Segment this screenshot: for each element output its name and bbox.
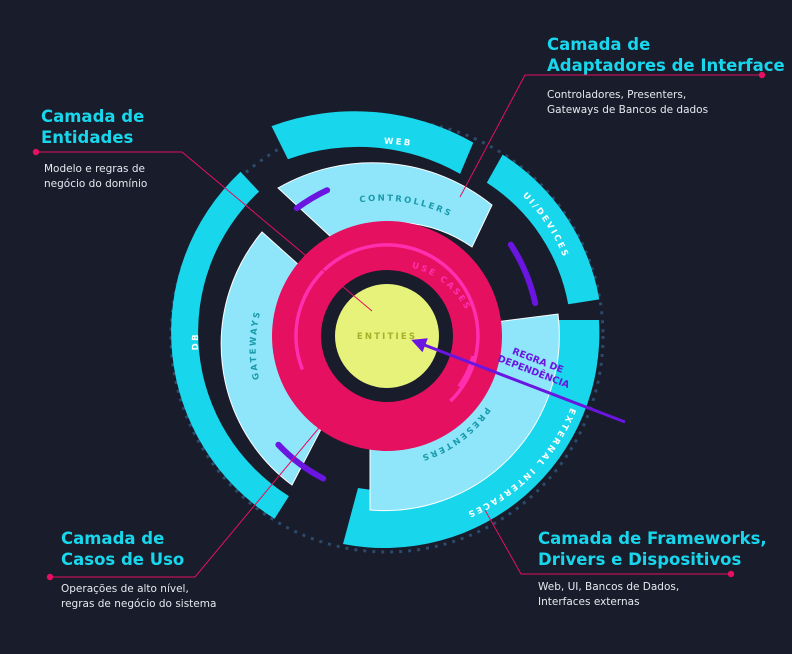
use-cases-title: Camada de Casos de Uso <box>61 528 184 570</box>
entities-title: Camada de Entidades <box>41 106 144 148</box>
interface-adapters-title: Camada de Adaptadores de Interface <box>547 34 785 76</box>
use-cases-title-line2: Casos de Uso <box>61 550 185 569</box>
frameworks-dot <box>727 570 735 578</box>
frameworks-description: Web, UI, Bancos de Dados, Interfaces ext… <box>538 580 679 610</box>
db-ring-label: DB <box>191 332 201 350</box>
entities-label: ENTITIES <box>357 332 417 342</box>
controllers-accent-arc <box>293 187 331 212</box>
entities-core <box>335 284 439 388</box>
frameworks-title-line2: Drivers e Dispositivos <box>538 550 742 569</box>
ui-devices-accent-arc <box>507 241 539 307</box>
interface-adapters-desc-line2: Gateways de Bancos de dados <box>547 104 709 116</box>
interface-adapters-desc-line1: Controladores, Presenters, <box>547 89 687 101</box>
entities-description: Modelo e regras de negócio do domínio <box>44 162 147 192</box>
entities-dot <box>32 148 40 156</box>
use-cases-dot <box>46 573 54 581</box>
web-ring-segment <box>271 111 474 174</box>
entities-title-line2: Entidades <box>41 128 134 147</box>
interface-adapters-description: Controladores, Presenters, Gateways de B… <box>547 88 708 118</box>
entities-leader <box>36 151 373 312</box>
frameworks-leader <box>484 509 731 575</box>
interface-adapters-leader <box>459 74 762 198</box>
interface-adapters-title-line1: Camada de <box>547 35 651 54</box>
use-cases-outer-arc <box>457 355 475 388</box>
entities-desc-line1: Modelo e regras de <box>44 163 145 175</box>
use-cases-description: Operações de alto nível, regras de negóc… <box>61 582 216 612</box>
frameworks-title: Camada de Frameworks, Drivers e Disposit… <box>538 528 767 570</box>
use-cases-desc-line2: regras de negócio do sistema <box>61 598 217 610</box>
frameworks-title-line1: Camada de Frameworks, <box>538 529 767 548</box>
db-ring-segment <box>171 171 289 519</box>
frameworks-desc-line1: Web, UI, Bancos de Dados, <box>538 581 680 593</box>
dependency-rule-arrow <box>411 338 626 424</box>
callout-dots <box>32 71 766 581</box>
callout-leader-lines <box>36 74 762 578</box>
interface-adapters-title-line2: Adaptadores de Interface <box>547 56 785 75</box>
gateways-accent-arc <box>275 441 327 482</box>
use-cases-desc-line1: Operações de alto nível, <box>61 583 189 595</box>
frameworks-desc-line2: Interfaces externas <box>538 596 640 608</box>
interface-adapters-dot <box>758 71 766 79</box>
entities-title-line1: Camada de <box>41 107 145 126</box>
use-cases-title-line1: Camada de <box>61 529 165 548</box>
use-cases-leader <box>50 404 339 578</box>
entities-desc-line2: negócio do domínio <box>44 178 148 190</box>
ui-devices-ring-segment <box>486 154 600 305</box>
use-cases-inner-arc <box>294 243 480 403</box>
